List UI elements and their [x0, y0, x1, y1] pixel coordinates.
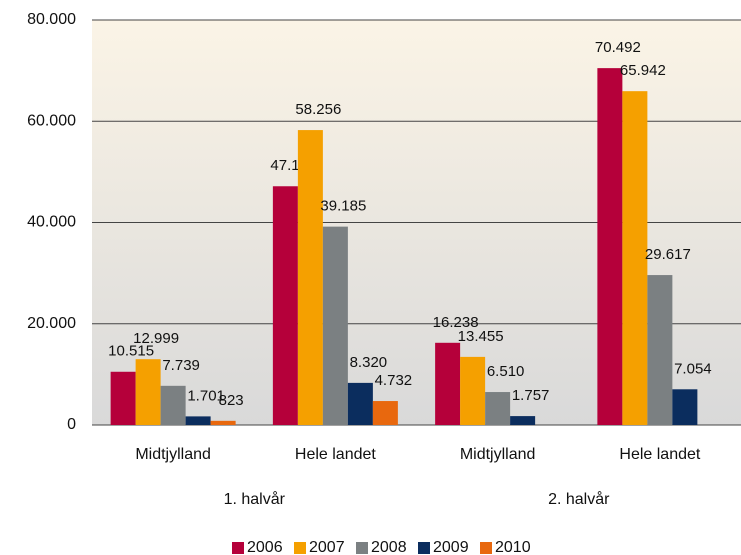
legend-label: 2009	[433, 539, 469, 555]
bar	[372, 401, 398, 425]
data-label: 39.185	[320, 198, 366, 215]
y-tick-label: 0	[67, 416, 76, 433]
y-tick-label: 40.000	[27, 214, 76, 231]
bar	[510, 416, 536, 425]
x-tick-label: Hele landet	[295, 446, 377, 463]
legend-label: 2006	[247, 539, 283, 555]
data-label: 65.942	[620, 62, 666, 79]
bar	[647, 275, 673, 425]
legend-swatch	[418, 542, 430, 554]
y-tick-label: 60.000	[27, 112, 76, 129]
x-tick-label: Hele landet	[619, 446, 701, 463]
bar	[672, 389, 698, 425]
bar	[460, 356, 486, 425]
data-label: 7.739	[162, 357, 200, 374]
y-tick-label: 20.000	[27, 315, 76, 332]
data-label: 29.617	[645, 246, 691, 263]
data-label: 7.054	[674, 360, 712, 377]
bar	[322, 226, 348, 425]
bar	[597, 68, 623, 425]
bar	[210, 420, 236, 425]
bar	[347, 382, 373, 425]
data-label: 823	[219, 392, 244, 409]
x-tick-label: Midtjylland	[460, 446, 536, 463]
data-label: 13.455	[458, 328, 504, 345]
data-label: 1.757	[512, 387, 550, 404]
data-label: 16.238	[433, 314, 479, 331]
legend-label: 2008	[371, 539, 407, 555]
data-label: 8.320	[350, 354, 388, 371]
x-tick-label: Midtjylland	[135, 446, 211, 463]
bar	[485, 392, 511, 425]
bar	[622, 91, 648, 425]
legend-swatch	[294, 542, 306, 554]
bar	[272, 186, 298, 425]
bar	[185, 416, 211, 425]
legend-label: 2007	[309, 539, 345, 555]
bar	[435, 342, 461, 425]
legend-swatch	[480, 542, 492, 554]
group-label: 2. halvår	[548, 490, 610, 508]
data-label: 58.256	[295, 101, 341, 118]
data-label: 6.510	[487, 363, 525, 380]
data-label: 4.732	[375, 372, 413, 389]
legend-swatch	[232, 542, 244, 554]
legend-label: 2010	[495, 539, 531, 555]
bar	[110, 371, 136, 425]
bar	[160, 385, 186, 425]
bar	[135, 359, 161, 425]
y-tick-label: 80.000	[27, 11, 76, 28]
data-label: 10.515	[108, 343, 154, 360]
data-label: 70.492	[595, 39, 641, 56]
legend-swatch	[356, 542, 368, 554]
data-label: 1.701	[187, 387, 225, 404]
data-label: 12.999	[133, 330, 179, 347]
bar	[297, 130, 323, 426]
group-label: 1. halvår	[224, 490, 286, 508]
